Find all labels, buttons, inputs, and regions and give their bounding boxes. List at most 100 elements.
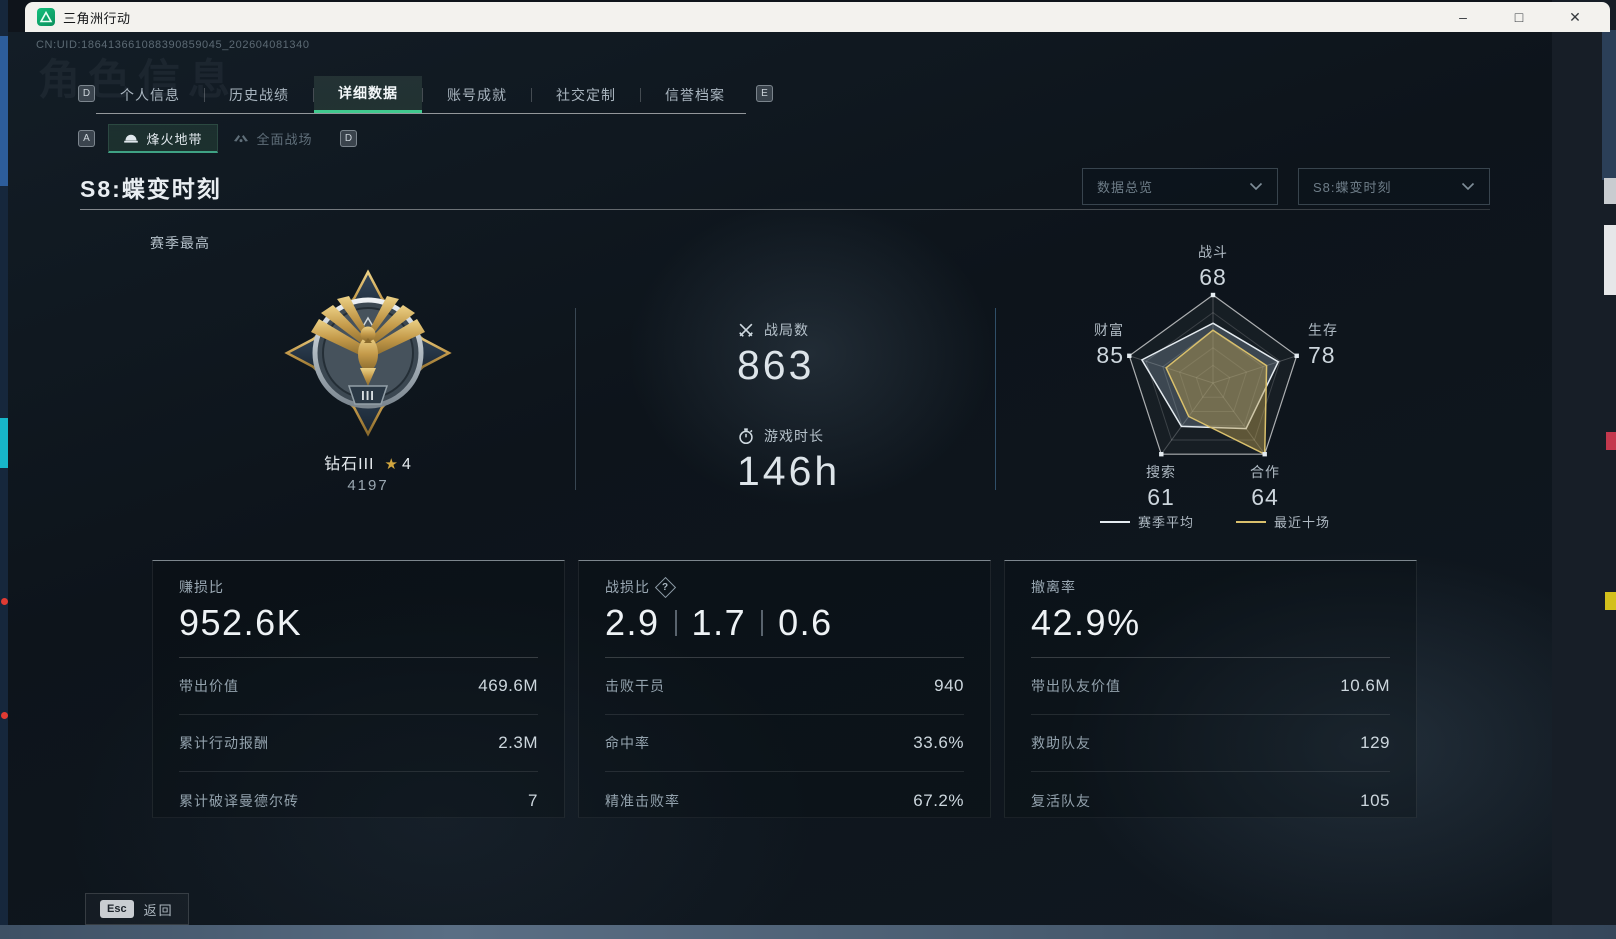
back-button[interactable]: Esc 返回 [85,893,189,925]
app-logo-icon [37,8,55,26]
notification-badge-fragment [1,712,8,719]
card-title: 赚损比 [179,579,224,595]
subtab-label: 烽火地带 [146,131,203,147]
stat-row: 击败干员 940 [605,658,964,715]
rank-name: 钻石III [324,456,375,473]
background-fragment [0,36,8,186]
tab-separator [422,87,423,102]
stat-row: 精准击败率 67.2% [605,790,964,810]
insignia-icon [234,135,249,143]
card-profit: 赚损比 952.6K 带出价值 469.6M 累计行动报酬 2.3M 累计破译曼德尔… [152,560,565,818]
tab-personal-info[interactable]: 个人信息 [120,86,180,103]
stat-cards: 赚损比 952.6K 带出价值 469.6M 累计行动报酬 2.3M 累计破译曼德尔… [152,560,1417,818]
legend-swatch [1099,520,1130,523]
window-title: 三角洲行动 [63,10,131,26]
stat-row: 救助队友 129 [1031,715,1390,772]
background-fragment [0,418,8,468]
column-divider [575,308,576,490]
value-divider [761,610,764,636]
taskbar-edge [0,925,1616,939]
legend-recent-ten: 最近十场 [1236,512,1330,531]
keyhint-subtab-prev: A [78,130,95,147]
card-big-value: 42.9% [1031,602,1141,643]
rank-points: 4197 [347,477,389,494]
subtab-label: 全面战场 [256,132,313,147]
stat-row: 带出价值 469.6M [179,658,538,715]
crossed-swords-icon [739,323,753,337]
battles-label: 战局数 [764,322,809,338]
card-separator [605,657,964,658]
maximize-button[interactable]: □ [1514,9,1524,25]
header-divider [80,209,1490,210]
battles-label-row: 战局数 [737,320,809,340]
playtime-label: 游戏时长 [764,428,824,444]
card-title: 战损比 [605,579,650,595]
card-big-value: 952.6K [179,602,303,643]
background-app-sliver-right [1552,0,1616,925]
stats-radar-chart: 战斗 68 生存 78 合作 64 搜索 61 财富 85 赛季平均 [1060,240,1370,540]
tab-achievements[interactable]: 账号成就 [447,86,507,103]
background-fragment [1604,178,1616,204]
tab-social[interactable]: 社交定制 [556,86,616,103]
stat-row: 带出队友价值 10.6M [1031,658,1390,715]
stat-row: 累计破译曼德尔砖 7 [179,790,538,810]
stat-row: 命中率 33.6% [605,715,964,772]
tab-reputation[interactable]: 信誉档案 [665,86,725,103]
axis-survival: 生存 78 [1308,322,1338,368]
tab-separator [640,87,641,102]
column-divider [995,308,996,490]
axis-cooperation: 合作 64 [1250,464,1280,510]
notification-badge-fragment [1,598,8,605]
stat-row: 复活队友 105 [1031,790,1390,810]
axis-wealth: 财富 85 [1094,322,1124,368]
helmet-icon [124,134,139,143]
game-content: 角色信息 CN:UID:186413661088390859045_202604… [8,32,1552,925]
radar-svg [1127,292,1299,457]
legend-swatch [1236,520,1266,523]
card-kd: 战损比 ? 2.9 1.7 0.6 击败干员 940 命中率 33.6% 精准击败率… [578,560,991,818]
mode-subtabs: 烽火地带 全面战场 [108,124,328,153]
dropdown-value: 数据总览 [1097,180,1154,195]
rank-name-line: 钻石III ★ 4 [253,450,483,474]
rank-star-icon: ★ [384,456,399,473]
keyhint-tab-next: E [756,85,773,102]
card-separator [1031,657,1390,658]
background-fragment [1604,225,1616,295]
background-fragment [1605,592,1616,610]
ghost-page-title: 角色信息 [38,56,239,103]
chevron-down-icon [1249,182,1263,191]
keyhint-tab-prev: D [78,85,95,102]
axis-combat: 战斗 68 [1198,244,1228,290]
card-separator [179,657,538,658]
background-fragment [1606,432,1616,450]
help-icon[interactable]: ? [654,576,677,598]
tabbar-underline [96,113,746,114]
tab-separator [204,87,205,102]
season-select-dropdown[interactable]: S8:蝶变时刻 [1298,168,1490,205]
card-title: 撤离率 [1031,579,1076,595]
minimize-button[interactable]: – [1459,9,1467,25]
tab-detailed-data[interactable]: 详细数据 [314,76,422,113]
chevron-down-icon [1461,182,1475,191]
keyhint-subtab-next: D [340,130,357,147]
dropdown-value: S8:蝶变时刻 [1313,180,1392,195]
axis-search: 搜索 61 [1146,464,1176,510]
legend-season-average: 赛季平均 [1099,512,1194,531]
esc-keycap: Esc [100,900,134,918]
background-fragment [1602,30,1616,180]
battles-value: 863 [737,342,815,388]
back-label: 返回 [143,902,174,918]
window-titlebar: 三角洲行动 – □ ✕ [25,2,1610,32]
player-uid: CN:UID:186413661088390859045_20260408134… [36,39,310,51]
subtab-hazard-zone[interactable]: 烽火地带 [108,124,218,153]
tab-history[interactable]: 历史战绩 [229,86,289,103]
rank-medal-icon: III [283,268,453,438]
data-overview-dropdown[interactable]: 数据总览 [1082,168,1278,205]
playtime-label-row: 游戏时长 [737,426,824,446]
card-big-value: 2.9 1.7 0.6 [605,602,833,643]
background-app-sliver-left [0,0,8,925]
subtab-warfare[interactable]: 全面战场 [218,124,328,153]
tab-separator [313,87,314,102]
close-button[interactable]: ✕ [1569,8,1581,25]
